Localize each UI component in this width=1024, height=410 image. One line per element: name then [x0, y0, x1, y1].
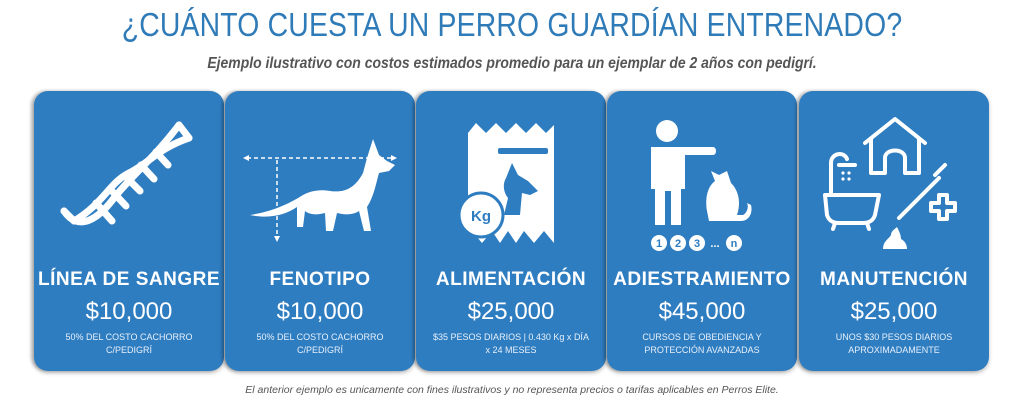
doghouse-icon	[863, 117, 927, 145]
card-note: 50% DEL COSTO CACHORRO C/PEDIGRÍ	[256, 332, 384, 355]
card-label: ALIMENTACIÓN	[435, 269, 587, 290]
food-bag-icon: Kg	[457, 123, 554, 243]
care-icons	[823, 117, 957, 249]
svg-text:2: 2	[675, 238, 681, 250]
svg-text:n: n	[731, 238, 738, 250]
card-adiestramiento: 1 2 3 ... n ADIESTRAMIENTO $45,000 CURSO…	[607, 91, 797, 371]
card-note: 50% DEL COSTO CACHORRO C/PEDIGRÍ	[65, 332, 193, 355]
card-price: $25,000	[467, 298, 555, 325]
card-price: $10,000	[85, 298, 173, 325]
card-label: ADIESTRAMIENTO	[613, 269, 791, 290]
svg-text:1: 1	[656, 238, 662, 250]
card-note: UNOS $30 PESOS DIARIOS APROXIMADAMENTE	[835, 332, 953, 355]
card-price: $45,000	[658, 298, 746, 325]
disclaimer: El anterior ejemplo es unicamente con fi…	[245, 384, 779, 396]
plus-icon	[929, 193, 957, 221]
card-label: FENOTIPO	[269, 269, 371, 290]
card-note: CURSOS DE OBEDIENCIA Y PROTECCIÓN AVANZA…	[642, 332, 762, 355]
syringe-icon	[897, 176, 941, 220]
page-subtitle: Ejemplo ilustrativo con costos estimados…	[207, 55, 817, 72]
dna-icon	[60, 121, 193, 226]
poop-icon	[883, 227, 907, 249]
dog-measure-icon	[243, 139, 397, 242]
card-linea-de-sangre: LÍNEA DE SANGRE $10,000 50% DEL COSTO CA…	[34, 91, 224, 371]
card-label: LÍNEA DE SANGRE	[37, 269, 221, 290]
card-manutencion: MANUTENCIÓN $25,000 UNOS $30 PESOS DIARI…	[799, 91, 989, 371]
card-fenotipo: FENOTIPO $10,000 50% DEL COSTO CACHORRO …	[225, 91, 415, 371]
svg-text:...: ...	[710, 238, 719, 250]
card-price: $10,000	[276, 298, 364, 325]
card-alimentacion: Kg ALIMENTACIÓN $25,000 $35 PESOS DIARIO…	[416, 91, 606, 371]
svg-text:3: 3	[694, 238, 700, 250]
card-note: $35 PESOS DIARIOS | 0.430 Kg x DÍA x 24 …	[433, 332, 589, 355]
page-title: ¿CUÁNTO CUESTA UN PERRO GUARDÍAN ENTRENA…	[121, 6, 903, 43]
card-label: MANUTENCIÓN	[820, 269, 968, 290]
trainer-dog-icon: 1 2 3 ... n	[651, 120, 752, 251]
bathtub-icon	[829, 152, 849, 195]
svg-text:Kg: Kg	[471, 208, 491, 225]
card-price: $25,000	[850, 298, 938, 325]
cost-cards: LÍNEA DE SANGRE $10,000 50% DEL COSTO CA…	[34, 91, 992, 373]
